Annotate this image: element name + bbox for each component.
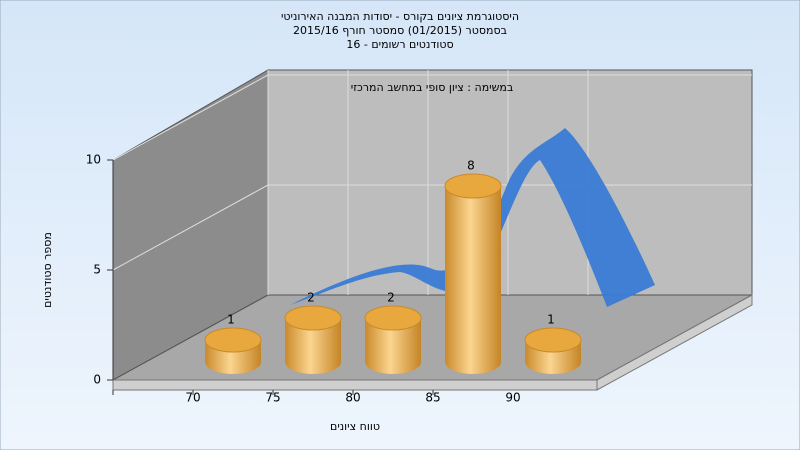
value-label: 8: [467, 159, 475, 173]
y-axis-label: מספר סטודנטים: [41, 232, 54, 308]
y-tick-label: 0: [93, 373, 101, 387]
bar-body: [365, 318, 421, 374]
y-tick-label: 5: [93, 263, 101, 277]
subtitle: במשימה : ציון סופי במחשב המרכזי: [351, 81, 514, 94]
x-tick-label: 80: [345, 391, 360, 405]
title-line: בסמסטר (01/2015) סמסטר חורף 2015/16: [293, 24, 507, 37]
floor-front: [112, 379, 598, 391]
x-tick-label: 70: [185, 391, 200, 405]
value-label: 1: [227, 313, 235, 327]
value-label: 1: [547, 313, 555, 327]
bar-body: [285, 318, 341, 374]
grid-line: [112, 184, 269, 271]
bar-top: [204, 327, 262, 353]
bar: [364, 305, 422, 374]
grid-line: [112, 74, 269, 161]
bar-top: [364, 305, 422, 331]
bar-top: [444, 173, 502, 199]
bar: [444, 173, 502, 374]
bar-body: [445, 186, 501, 374]
bar: [284, 305, 342, 374]
x-axis-label: טווח ציונים: [330, 420, 380, 433]
bar: [524, 327, 582, 374]
value-label: 2: [387, 291, 395, 305]
x-tick-label: 85: [425, 391, 440, 405]
distribution-ribbon: [290, 128, 655, 307]
x-tick-label: 90: [505, 391, 520, 405]
title-line: היסטוגרמת ציונים בקורס - יסודות המבנה הא…: [281, 10, 519, 23]
value-label: 2: [307, 291, 315, 305]
bar-top: [284, 305, 342, 331]
bar-top: [524, 327, 582, 353]
title-line: סטודנטים רשומים - 16: [346, 38, 453, 51]
y-tick-label: 10: [86, 153, 101, 167]
x-tick-label: 75: [265, 391, 280, 405]
bar: [204, 327, 262, 374]
